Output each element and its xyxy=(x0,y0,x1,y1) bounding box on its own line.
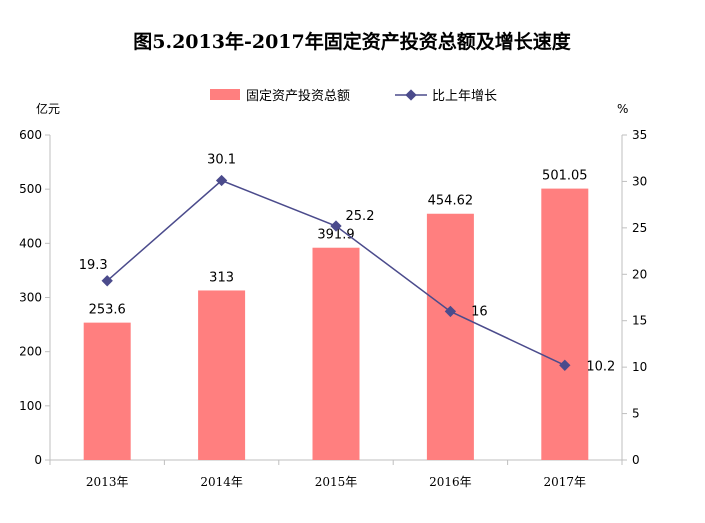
bar-data-labels: 253.6 313 391.9 454.62 501.05 xyxy=(89,169,588,318)
bar-value-label: 454.62 xyxy=(428,194,474,209)
line-point xyxy=(559,359,571,371)
bar-value-label: 253.6 xyxy=(89,303,126,318)
legend-line-label: 比上年增长 xyxy=(432,89,497,104)
bar xyxy=(541,188,589,461)
right-axis-tick-label: 15 xyxy=(632,314,647,328)
right-axis-tick-label: 10 xyxy=(632,360,647,374)
line-point xyxy=(444,305,457,318)
line-value-label: 30.1 xyxy=(207,153,236,168)
line-value-label: 10.2 xyxy=(586,359,615,374)
x-axis-ticks xyxy=(49,460,623,465)
line-value-label: 19.3 xyxy=(79,258,108,273)
category-labels: 2013年 2014年 2015年 2016年 2017年 xyxy=(86,475,586,489)
left-axis-tick-label: 100 xyxy=(19,399,42,413)
right-axis-unit: % xyxy=(617,102,628,116)
left-axis-tick-label: 600 xyxy=(19,128,42,142)
legend-bar-label: 固定资产投资总额 xyxy=(246,88,350,104)
line-series xyxy=(101,174,571,371)
category-label: 2017年 xyxy=(544,475,587,489)
legend-line-marker xyxy=(405,89,417,101)
bar-value-label: 313 xyxy=(209,270,234,285)
right-axis-tick-label: 5 xyxy=(632,407,640,421)
left-axis-ticks: 0 100 200 300 400 500 600 xyxy=(19,128,50,467)
right-axis-tick-label: 30 xyxy=(632,174,647,188)
category-label: 2015年 xyxy=(315,475,358,489)
right-axis-tick-label: 0 xyxy=(632,453,640,467)
left-axis-tick-label: 300 xyxy=(19,291,42,305)
category-label: 2013年 xyxy=(86,475,129,489)
line-data-labels: 19.3 30.1 25.2 16 10.2 xyxy=(79,153,616,375)
category-label: 2014年 xyxy=(200,475,243,489)
line-value-label: 16 xyxy=(471,304,488,319)
legend: 固定资产投资总额 比上年增长 xyxy=(210,88,497,104)
category-label: 2016年 xyxy=(429,475,472,489)
bar-value-label: 391.9 xyxy=(317,228,354,243)
chart-title: 图5.2013年-2017年固定资产投资总额及增长速度 xyxy=(133,30,571,53)
bar xyxy=(312,247,360,460)
right-axis-tick-label: 35 xyxy=(632,128,647,142)
bar xyxy=(198,290,246,460)
right-axis-ticks: 0 5 10 15 20 25 30 35 xyxy=(622,128,647,467)
legend-bar-swatch xyxy=(210,89,240,100)
left-axis-unit: 亿元 xyxy=(36,101,60,116)
left-axis-tick-label: 400 xyxy=(19,236,42,250)
right-axis-tick-label: 20 xyxy=(632,267,647,281)
bar-series xyxy=(83,188,589,461)
right-axis-tick-label: 25 xyxy=(632,221,647,235)
line-point xyxy=(215,174,228,187)
left-axis-tick-label: 0 xyxy=(34,453,42,467)
bar xyxy=(83,322,131,460)
bar xyxy=(426,213,474,460)
line-point xyxy=(330,220,342,232)
line-value-label: 25.2 xyxy=(346,209,375,224)
bar-value-label: 501.05 xyxy=(542,169,588,184)
left-axis-tick-label: 200 xyxy=(19,345,42,359)
left-axis-tick-label: 500 xyxy=(19,182,42,196)
